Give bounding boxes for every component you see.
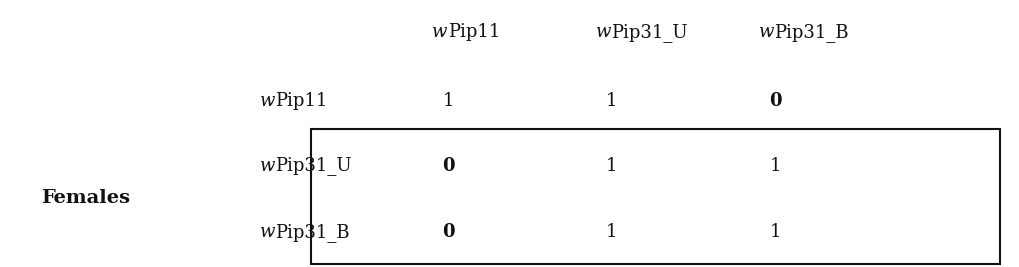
Text: Females: Females bbox=[41, 189, 129, 207]
Text: Pip11: Pip11 bbox=[275, 92, 327, 111]
Text: w: w bbox=[260, 223, 275, 241]
Text: 1: 1 bbox=[442, 92, 454, 111]
Text: w: w bbox=[758, 23, 773, 41]
Text: Pip31_B: Pip31_B bbox=[773, 23, 848, 41]
Text: 1: 1 bbox=[605, 156, 618, 175]
Bar bbox=[311, 129, 999, 264]
Text: 1: 1 bbox=[768, 156, 781, 175]
Text: w: w bbox=[432, 23, 447, 41]
Text: w: w bbox=[260, 156, 275, 175]
Text: 1: 1 bbox=[605, 223, 618, 241]
Text: w: w bbox=[260, 92, 275, 111]
Text: w: w bbox=[595, 23, 610, 41]
Text: Pip11: Pip11 bbox=[447, 23, 499, 41]
Text: Pip31_U: Pip31_U bbox=[610, 23, 687, 41]
Text: Pip31_B: Pip31_B bbox=[275, 223, 350, 242]
Text: 0: 0 bbox=[768, 92, 781, 111]
Text: 0: 0 bbox=[442, 223, 454, 241]
Text: 0: 0 bbox=[442, 156, 454, 175]
Text: 1: 1 bbox=[605, 92, 618, 111]
Text: 1: 1 bbox=[768, 223, 781, 241]
Text: Pip31_U: Pip31_U bbox=[275, 156, 352, 175]
